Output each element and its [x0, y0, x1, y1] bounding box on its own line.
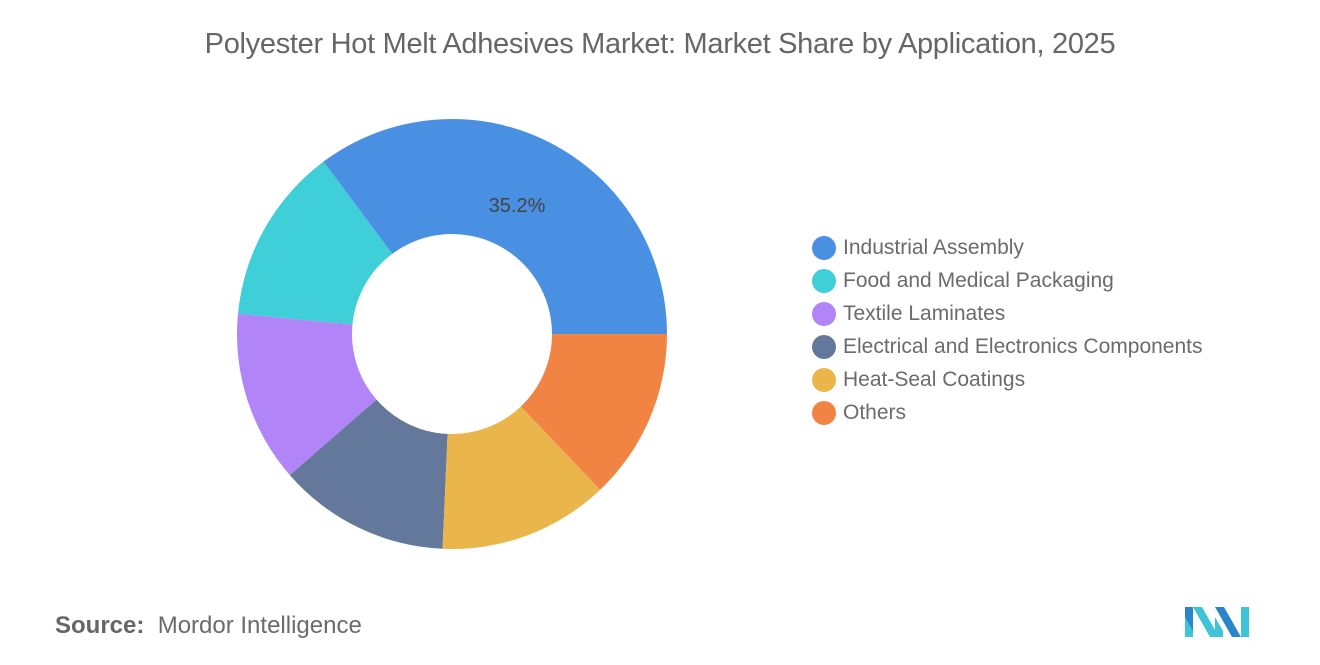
legend-item-textile-laminates[interactable]: Textile Laminates	[812, 297, 1203, 330]
legend: Industrial Assembly Food and Medical Pac…	[812, 231, 1203, 429]
legend-label: Others	[843, 400, 907, 424]
source-label: Source:	[55, 612, 145, 639]
slice-industrial-assembly[interactable]	[323, 119, 667, 335]
legend-label: Textile Laminates	[843, 301, 1006, 325]
chart-title: Polyester Hot Melt Adhesives Market: Mar…	[204, 28, 1116, 60]
legend-swatch-icon	[812, 235, 836, 260]
source-value: Mordor Intelligence	[157, 612, 362, 639]
slice-food-and-medical-packaging[interactable]	[237, 161, 393, 325]
legend-label: Electrical and Electronics Components	[843, 334, 1203, 358]
legend-swatch-icon	[812, 301, 836, 326]
slice-electrical-and-electronics-components[interactable]	[289, 399, 448, 549]
donut-slices	[237, 119, 667, 549]
slice-heat-seal-coatings[interactable]	[442, 406, 601, 549]
legend-item-industrial-assembly[interactable]: Industrial Assembly	[812, 231, 1203, 264]
legend-label: Heat-Seal Coatings	[843, 367, 1026, 391]
legend-swatch-icon	[812, 334, 836, 359]
slice-others[interactable]	[520, 334, 667, 490]
legend-item-food-and-medical-packaging[interactable]: Food and Medical Packaging	[812, 264, 1203, 297]
slice-label-industrial-assembly: 35.2%	[489, 195, 546, 217]
mordor-intelligence-logo-icon	[1185, 607, 1249, 637]
legend-swatch-icon	[812, 367, 836, 392]
legend-item-electrical-and-electronics-components[interactable]: Electrical and Electronics Components	[812, 330, 1203, 363]
legend-label: Industrial Assembly	[843, 235, 1024, 259]
legend-swatch-icon	[812, 400, 836, 425]
legend-swatch-icon	[812, 268, 836, 293]
source-attribution: Source: Mordor Intelligence	[55, 612, 362, 640]
legend-item-others[interactable]: Others	[812, 396, 1203, 429]
slice-textile-laminates[interactable]	[237, 313, 377, 476]
legend-item-heat-seal-coatings[interactable]: Heat-Seal Coatings	[812, 363, 1203, 396]
legend-label: Food and Medical Packaging	[843, 268, 1114, 292]
